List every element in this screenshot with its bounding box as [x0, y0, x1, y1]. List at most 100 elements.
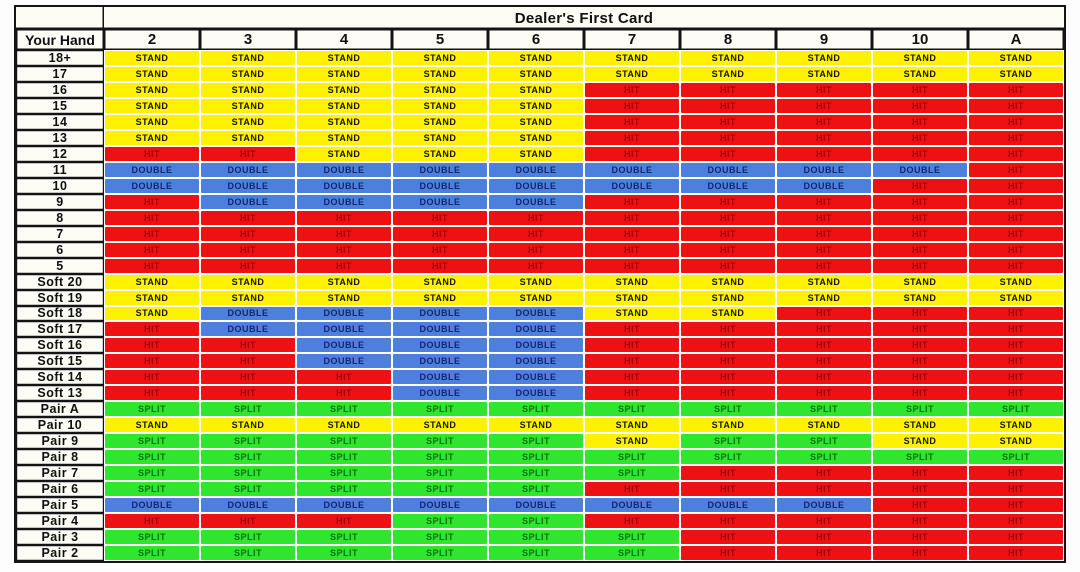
strategy-cell: HIT	[776, 97, 872, 114]
strategy-cell: STAND	[488, 81, 584, 98]
strategy-cell: HIT	[872, 385, 968, 402]
row-label: 5	[16, 257, 104, 274]
row-label: Pair 6	[16, 481, 104, 498]
strategy-cell: DOUBLE	[296, 353, 392, 370]
strategy-cell: STAND	[872, 417, 968, 434]
strategy-cell: STAND	[104, 305, 200, 322]
strategy-cell: HIT	[968, 545, 1064, 561]
strategy-cell: STAND	[680, 417, 776, 434]
strategy-cell: SPLIT	[488, 481, 584, 498]
row-label: Soft 16	[16, 337, 104, 354]
strategy-cell: DOUBLE	[200, 497, 296, 514]
strategy-cell: HIT	[392, 225, 488, 242]
strategy-cell: STAND	[104, 417, 200, 434]
strategy-cell: STAND	[968, 417, 1064, 434]
strategy-cell: STAND	[584, 65, 680, 82]
strategy-cell: HIT	[776, 209, 872, 226]
row-label: 12	[16, 145, 104, 162]
strategy-cell: SPLIT	[488, 465, 584, 482]
row-label: Soft 15	[16, 353, 104, 370]
strategy-cell: SPLIT	[104, 529, 200, 546]
strategy-cell: HIT	[680, 97, 776, 114]
strategy-cell: SPLIT	[104, 465, 200, 482]
strategy-cell: HIT	[776, 321, 872, 338]
strategy-cell: DOUBLE	[296, 321, 392, 338]
strategy-cell: HIT	[872, 81, 968, 98]
row-label: 17	[16, 65, 104, 82]
strategy-cell: STAND	[200, 81, 296, 98]
strategy-cell: STAND	[584, 273, 680, 290]
strategy-cell: SPLIT	[104, 545, 200, 561]
strategy-cell: DOUBLE	[200, 321, 296, 338]
strategy-cell: HIT	[584, 129, 680, 146]
strategy-cell: DOUBLE	[200, 193, 296, 210]
strategy-cell: STAND	[296, 129, 392, 146]
strategy-cell: HIT	[968, 161, 1064, 178]
strategy-cell: HIT	[104, 337, 200, 354]
strategy-cell: HIT	[872, 145, 968, 162]
strategy-cell: STAND	[872, 50, 968, 66]
strategy-cell: HIT	[296, 369, 392, 386]
row-label: 16	[16, 81, 104, 98]
strategy-cell: HIT	[776, 113, 872, 130]
strategy-cell: HIT	[104, 145, 200, 162]
strategy-cell: SPLIT	[776, 401, 872, 418]
strategy-cell: HIT	[968, 465, 1064, 482]
strategy-cell: HIT	[968, 193, 1064, 210]
strategy-cell: SPLIT	[104, 449, 200, 466]
strategy-cell: HIT	[872, 257, 968, 274]
strategy-cell: SPLIT	[968, 449, 1064, 466]
strategy-cell: DOUBLE	[488, 305, 584, 322]
strategy-cell: STAND	[200, 417, 296, 434]
strategy-cell: HIT	[968, 241, 1064, 258]
strategy-cell: STAND	[104, 129, 200, 146]
strategy-cell: SPLIT	[584, 545, 680, 561]
strategy-cell: HIT	[872, 225, 968, 242]
strategy-cell: SPLIT	[392, 401, 488, 418]
strategy-cell: SPLIT	[392, 545, 488, 561]
strategy-cell: HIT	[776, 465, 872, 482]
strategy-cell: HIT	[584, 209, 680, 226]
strategy-cell: HIT	[584, 241, 680, 258]
column-header: 2	[104, 29, 200, 50]
row-label: 11	[16, 161, 104, 178]
strategy-cell: HIT	[872, 513, 968, 530]
strategy-cell: HIT	[968, 257, 1064, 274]
strategy-cell: STAND	[296, 289, 392, 306]
strategy-cell: STAND	[968, 289, 1064, 306]
strategy-cell: SPLIT	[584, 401, 680, 418]
strategy-cell: HIT	[968, 225, 1064, 242]
strategy-cell: DOUBLE	[296, 193, 392, 210]
strategy-cell: HIT	[200, 145, 296, 162]
strategy-cell: HIT	[392, 241, 488, 258]
row-label: Soft 13	[16, 385, 104, 402]
row-label: 9	[16, 193, 104, 210]
strategy-cell: HIT	[680, 353, 776, 370]
strategy-cell: STAND	[296, 113, 392, 130]
strategy-cell: DOUBLE	[392, 337, 488, 354]
strategy-cell: HIT	[680, 385, 776, 402]
strategy-cell: HIT	[488, 241, 584, 258]
strategy-cell: SPLIT	[488, 449, 584, 466]
strategy-cell: HIT	[200, 209, 296, 226]
strategy-cell: STAND	[872, 433, 968, 450]
row-label: Soft 18	[16, 305, 104, 322]
strategy-cell: SPLIT	[296, 401, 392, 418]
strategy-cell: HIT	[872, 481, 968, 498]
strategy-cell: HIT	[776, 513, 872, 530]
strategy-cell: STAND	[296, 417, 392, 434]
strategy-cell: HIT	[872, 353, 968, 370]
strategy-cell: HIT	[584, 369, 680, 386]
strategy-cell: STAND	[200, 289, 296, 306]
strategy-cell: SPLIT	[200, 433, 296, 450]
strategy-cell: DOUBLE	[488, 321, 584, 338]
strategy-cell: STAND	[584, 305, 680, 322]
strategy-cell: HIT	[968, 129, 1064, 146]
strategy-cell: HIT	[968, 337, 1064, 354]
strategy-cell: DOUBLE	[680, 497, 776, 514]
strategy-cell: DOUBLE	[200, 305, 296, 322]
strategy-cell: HIT	[776, 193, 872, 210]
strategy-cell: HIT	[680, 465, 776, 482]
strategy-cell: DOUBLE	[296, 305, 392, 322]
row-label: Soft 19	[16, 289, 104, 306]
